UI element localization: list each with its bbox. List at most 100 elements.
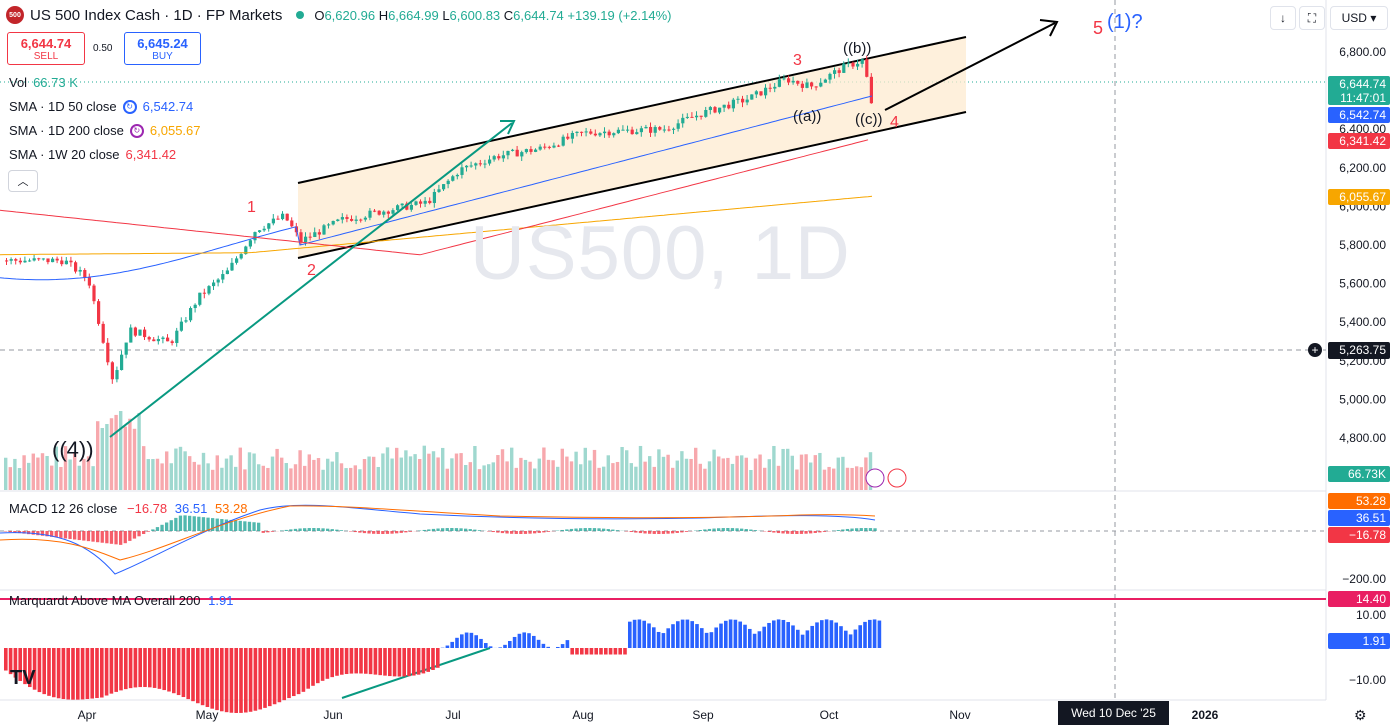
candle-body [437,189,441,192]
macd-value-label: 36.51 [1356,511,1386,525]
marquardt-bar [368,648,373,675]
marquardt-bar [570,648,574,655]
time-axis-label: Aug [572,708,593,722]
volume-bar [763,467,767,490]
marquardt-bar [839,626,843,648]
volume-bar [353,465,357,490]
marquardt-bar [877,620,882,648]
macd-histogram-bar [804,531,808,534]
macd-histogram-bar [661,531,666,534]
legend-sma200[interactable]: SMA · 1D 200 close ↻ 6,055.67 [9,123,201,138]
candle-body [823,79,827,83]
wave-label-1: 1 [247,199,256,216]
candle-body [239,254,243,259]
volume-bar [358,469,362,490]
marquardt-value-label: 1.91 [1363,634,1387,648]
volume-bar [178,446,183,490]
marquardt-bar [824,619,829,648]
download-button[interactable]: ↓ [1270,6,1296,30]
volume-bar [569,461,574,490]
legend-volume[interactable]: Vol 66.73 K [9,75,78,90]
macd-histogram-bar [602,528,606,531]
candle-body [810,82,814,87]
volume-bar [675,460,679,490]
marquardt-bar [637,619,642,648]
refresh-icon[interactable]: ↻ [129,123,144,138]
marquardt-legend[interactable]: Marquardt Above MA Overall 200 1.91 [9,593,234,608]
volume-bar [201,452,206,490]
volume-bar [445,468,449,490]
sell-button[interactable]: 6,644.74 SELL [7,32,85,65]
volume-bar [514,467,518,490]
volume-axis-label-bg [1328,466,1390,482]
candle-body [400,203,404,206]
marquardt-bar [872,619,877,648]
volume-bar [744,457,748,490]
candle-body [547,146,551,148]
marquardt-bar [853,629,858,648]
legend-sma50[interactable]: SMA · 1D 50 close ↻ 6,542.74 [9,99,194,114]
marquardt-bar [868,619,872,648]
marquardt-bar [325,648,330,679]
marquardt-bar [671,624,675,648]
fullscreen-button[interactable]: ⛶ [1299,6,1325,30]
marquardt-bar [642,620,646,648]
volume-bar [128,418,132,490]
macd-histogram-bar [790,531,794,534]
candle-body [373,210,377,212]
marquardt-bar [733,619,738,648]
projection-arrow-head [1039,19,1059,37]
volume-bar [261,465,265,490]
marquardt-bar [340,648,344,675]
macd-histogram-bar [224,519,229,531]
volume-bar [542,447,546,490]
volume-bar [717,456,721,490]
marquardt-bar [503,644,507,648]
collapse-legend-button[interactable]: ︿ [8,170,38,192]
volume-bar [422,445,426,490]
settings-gear-icon[interactable]: ⚙ [1354,707,1367,723]
volume-bar [243,469,247,490]
candle-body [741,98,745,103]
buy-button[interactable]: 6,645.24 BUY [124,32,201,65]
macd-histogram-bar [450,528,454,531]
macd-histogram-bar [326,528,330,531]
macd-histogram-bar [105,531,109,544]
macd-histogram-bar [592,528,597,531]
refresh-icon[interactable]: ↻ [122,99,137,114]
volume-bar [54,446,58,490]
macd-histogram-bar [652,531,656,534]
volume-bar [707,461,712,490]
candle-body [216,279,220,283]
volume-bar [666,454,670,490]
candle-body [212,282,216,287]
marquardt-bar [810,625,814,648]
candle-body [299,232,303,243]
candle-body [566,136,570,139]
volume-bar [59,466,63,490]
volume-bar [859,467,863,490]
candle-body [14,259,18,261]
symbol-title[interactable]: US 500 Index Cash · 1D · FP Markets [30,6,283,24]
volume-bar [477,469,482,490]
marquardt-bar [522,632,526,648]
candle-body [55,258,59,261]
marquardt-bar [383,648,387,676]
volume-bar [680,451,684,490]
candle-body [777,79,781,87]
macd-histogram-bar [307,528,311,531]
volume-bar [114,414,118,490]
candle-body [708,107,712,111]
volume-bar [735,455,739,490]
macd-histogram-bar [192,516,196,531]
macd-legend[interactable]: MACD 12 26 close −16.78 36.51 53.28 [9,501,248,516]
sma50-price-label: 6,542.74 [1339,108,1386,122]
macd-histogram-bar [27,531,31,535]
currency-select[interactable]: USD ▾ [1330,6,1388,30]
trend-arrow-head [500,120,516,135]
legend-sma1w[interactable]: SMA · 1W 20 close 6,341.42 [9,147,177,162]
macd-histogram-bar [707,528,712,531]
volume-bar [431,451,436,490]
sma50-line [0,95,873,281]
